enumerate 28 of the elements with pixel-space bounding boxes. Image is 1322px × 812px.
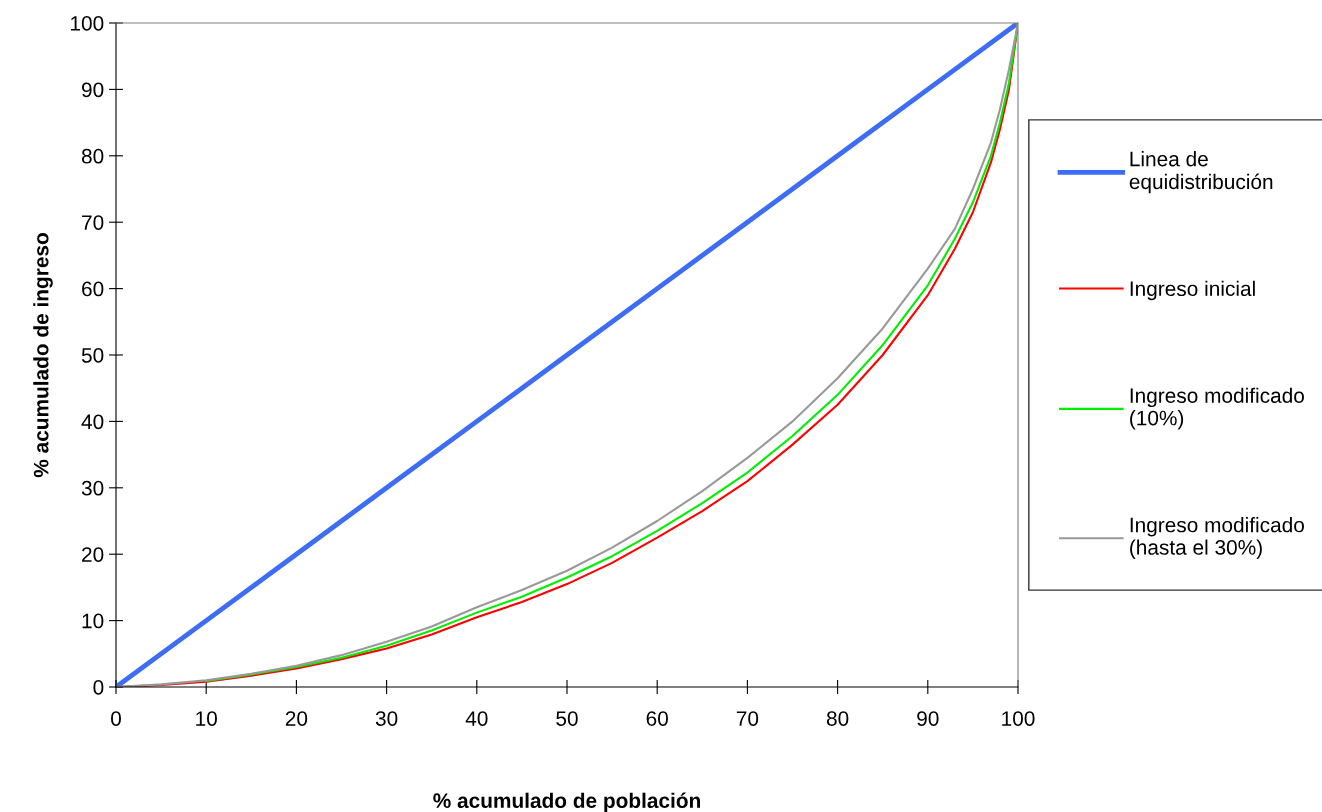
legend-label: Ingreso inicial — [1130, 280, 1255, 301]
y-axis-title: % acumulado de ingreso — [33, 233, 53, 478]
x-tick-label: 100 — [1002, 711, 1035, 726]
y-tick-label: 10 — [82, 613, 104, 629]
x-tick-label: 90 — [917, 711, 939, 726]
y-tick-label: 50 — [81, 348, 104, 363]
x-tick-label: 40 — [465, 711, 488, 726]
y-tick-label: 70 — [82, 215, 104, 230]
y-tick-label: 90 — [82, 82, 104, 98]
y-tick-label: 40 — [81, 414, 104, 430]
x-tick-label: 70 — [736, 711, 759, 726]
y-tick-label: 80 — [81, 148, 104, 164]
y-tick-label: 0 — [93, 680, 104, 695]
x-tick-label: 0 — [111, 711, 121, 726]
x-tick-label: 50 — [556, 711, 578, 726]
x-tick-label: 30 — [375, 711, 398, 726]
x-tick-label: 80 — [826, 711, 849, 726]
y-tick-label: 30 — [81, 480, 104, 496]
legend-label: Ingreso modificado (10%) — [1130, 387, 1304, 430]
y-tick-label: 100 — [71, 16, 104, 31]
x-tick-label: 60 — [646, 711, 668, 726]
y-tick-label: 20 — [82, 547, 104, 562]
x-tick-label: 10 — [196, 711, 217, 726]
x-tick-label: 20 — [285, 711, 308, 726]
x-axis-title: % acumulado de población — [433, 792, 700, 812]
legend-label: Ingreso modificado (hasta el 30%) — [1130, 517, 1304, 559]
legend-label: Linea de equidistribución — [1129, 151, 1273, 194]
y-tick-label: 60 — [82, 281, 104, 297]
